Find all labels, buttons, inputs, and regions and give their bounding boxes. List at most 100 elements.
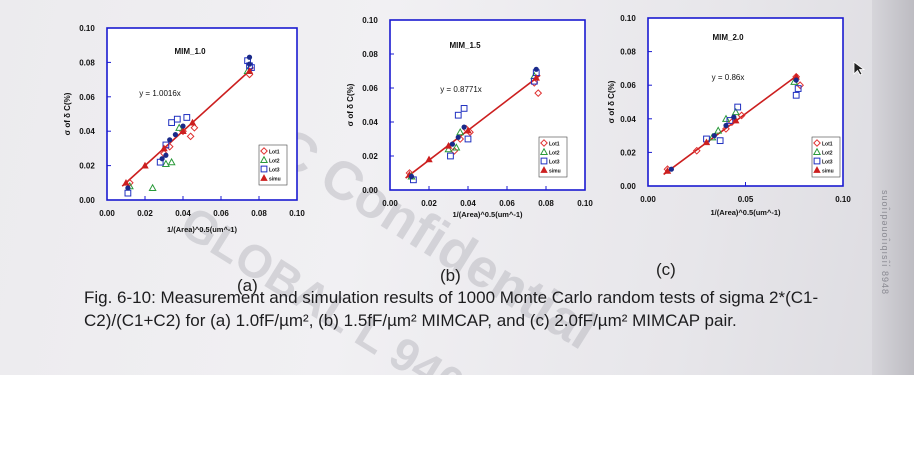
book-spine-edge: [872, 0, 914, 375]
data-point-lot1: [737, 111, 746, 120]
data-point-mean: [159, 156, 165, 162]
data-point-lot2: [175, 123, 184, 131]
chart-b: 0.00 0.02 0.04 0.06 0.08 0.10 0.00 0.02 0.04 0.06…: [345, 12, 595, 220]
x-axis-label: 1/(Area)^0.5(um^-1): [167, 225, 238, 234]
y-tick-label: 0.08: [620, 48, 636, 57]
data-point-lot3: [792, 91, 800, 99]
legend-marker: [813, 166, 821, 173]
plot-area: [647, 17, 844, 187]
chart-a: 0.00 0.02 0.04 0.06 0.08 0.10 0.00 0.02 0.04 0.06…: [60, 18, 320, 240]
data-point-mean: [246, 54, 253, 60]
data-point-simu: [464, 126, 472, 134]
y-tick-label: 0.08: [79, 58, 95, 67]
y-tick-label: 0.10: [362, 16, 378, 25]
x-tick-label: 0.04: [175, 209, 191, 218]
data-point-lot3: [454, 111, 462, 119]
data-point-lot1: [692, 146, 701, 155]
data-point-lot3: [447, 152, 454, 160]
x-axis-label: 1/(Area)^0.5(um^-1): [452, 210, 523, 219]
data-point-mean: [533, 66, 539, 72]
x-tick-label: 0.10: [577, 199, 593, 208]
data-point-simu: [444, 141, 453, 149]
x-tick-label: 0.06: [499, 199, 515, 208]
data-point-mean: [793, 77, 799, 83]
data-point-lot1: [165, 142, 174, 151]
x-tick-label: 0.10: [835, 195, 851, 204]
y-axis-label: σ of δ C(%): [346, 83, 355, 126]
data-point-lot3: [726, 117, 734, 124]
data-point-simu: [160, 144, 168, 152]
panel-label-a: (a): [237, 276, 258, 295]
data-point-simu: [663, 167, 672, 174]
figure-caption: Fig. 6-10: Measurement and simulation re…: [84, 288, 819, 330]
data-point-simu: [141, 161, 149, 169]
y-tick-label: 0.04: [620, 115, 636, 124]
data-point-lot3: [168, 119, 175, 126]
fit-equation-label: y = 0.8771x: [440, 85, 482, 94]
data-point-simu: [532, 73, 540, 81]
chart-a-svg: 0.00 0.02 0.04 0.06 0.08 0.10 0.00 0.02 0.04 0.06…: [63, 24, 305, 234]
x-tick-label: 0.00: [640, 195, 656, 204]
legend-label: Lot3: [269, 168, 280, 174]
y-tick-label: 0.06: [362, 84, 378, 93]
data-point-mean: [125, 185, 131, 191]
x-tick-label: 0.05: [738, 195, 754, 204]
x-tick-label: 0.00: [99, 209, 115, 218]
data-point-mean: [180, 123, 186, 129]
legend-label: simu: [549, 169, 561, 175]
data-point-mean: [408, 173, 415, 179]
y-tick-label: 0.06: [79, 93, 95, 102]
data-point-lot1: [722, 124, 730, 133]
fit-equation-label: y = 1.0016x: [139, 89, 181, 98]
data-point-lot2: [456, 127, 465, 136]
legend-label: simu: [269, 177, 281, 183]
data-point-lot3: [716, 137, 724, 145]
legend-marker: [813, 139, 821, 147]
chart-b-svg: 0.00 0.02 0.04 0.06 0.08 0.10 0.00 0.02 0.04 0.06…: [346, 16, 593, 219]
side-text: suoı̂ıpəuoı̂ıqısı̂ı́ 8948: [880, 190, 890, 296]
chart-title: MIM_1.5: [449, 41, 481, 50]
data-point-lot3: [173, 115, 181, 123]
legend-label: Lot2: [269, 159, 280, 165]
chart-title: MIM_2.0: [712, 33, 744, 42]
legend-marker: [259, 155, 269, 164]
x-tick-label: 0.02: [421, 199, 437, 208]
x-tick-label: 0.02: [137, 209, 153, 218]
data-point-lot1: [534, 89, 543, 98]
data-point-lot3: [460, 105, 468, 112]
y-tick-label: 0.00: [79, 196, 95, 205]
data-point-mean: [731, 114, 737, 120]
data-point-lot2: [721, 114, 731, 122]
legend-marker: [540, 157, 548, 165]
y-tick-label: 0.00: [362, 186, 378, 195]
data-point-mean: [172, 132, 178, 138]
legend-label: Lot2: [822, 151, 833, 157]
data-point-simu: [732, 116, 740, 124]
y-tick-label: 0.04: [79, 127, 95, 136]
legend-marker: [812, 147, 822, 156]
data-point-simu: [702, 138, 711, 146]
data-point-lot1: [125, 178, 134, 187]
legend-label: Lot3: [549, 160, 560, 166]
data-point-lot2: [731, 107, 740, 116]
x-tick-label: 0.06: [213, 209, 229, 218]
legend-label: Lot1: [549, 142, 560, 148]
data-point-lot2: [452, 143, 461, 151]
legend-marker: [260, 174, 268, 181]
data-point-lot3: [794, 85, 802, 92]
data-point-lot1: [186, 132, 195, 141]
data-point-lot2: [167, 157, 176, 166]
panel-label-b: (b): [440, 266, 461, 285]
data-point-simu: [245, 67, 254, 74]
x-tick-label: 0.00: [382, 199, 398, 208]
chart-title: MIM_1.0: [174, 47, 206, 56]
data-point-lot1: [796, 81, 805, 90]
legend-marker: [813, 157, 821, 165]
data-point-lot3: [162, 141, 170, 149]
data-point-mean: [167, 137, 173, 143]
chart-c-svg: 0.00 0.02 0.04 0.06 0.08 0.10 0.00 0.05 0.10 σ of…: [607, 14, 851, 217]
y-tick-label: 0.06: [620, 81, 636, 90]
data-point-mean: [711, 133, 717, 139]
x-tick-label: 0.08: [251, 209, 267, 218]
data-point-mean: [455, 134, 461, 140]
